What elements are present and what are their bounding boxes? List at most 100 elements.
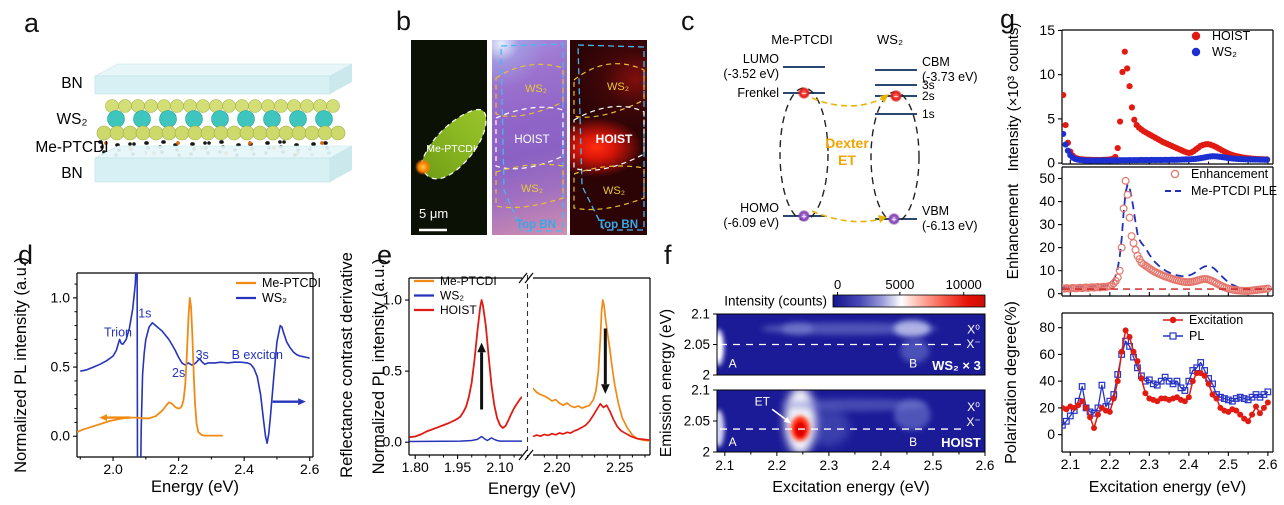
svg-text:2.5: 2.5 bbox=[1219, 456, 1239, 472]
svg-text:2.3: 2.3 bbox=[1140, 456, 1160, 472]
svg-text:2.05: 2.05 bbox=[684, 337, 710, 352]
svg-text:WS₂: WS₂ bbox=[1212, 45, 1237, 59]
ws2-bottom-label: WS₂ bbox=[603, 185, 625, 197]
micrograph-meptcdi: Me-PTCDI 5 μm bbox=[411, 40, 487, 235]
svg-text:0: 0 bbox=[1047, 155, 1055, 171]
flake-shape bbox=[421, 109, 487, 179]
panel-a-schematic: BN WS₂ Me-PTCDI BN bbox=[35, 63, 353, 183]
svg-text:20: 20 bbox=[1039, 399, 1055, 415]
column-header-meptcdi: Me-PTCDI bbox=[771, 32, 832, 47]
svg-text:2.2: 2.2 bbox=[169, 461, 189, 477]
electron-minus: − bbox=[893, 92, 898, 102]
svg-text:0: 0 bbox=[1047, 426, 1055, 442]
cbm-energy: (-3.73 eV) bbox=[922, 70, 978, 84]
1s-label: 1s bbox=[922, 107, 935, 121]
svg-text:Intensity (×10³ counts): Intensity (×10³ counts) bbox=[1005, 23, 1022, 172]
svg-text:2.2: 2.2 bbox=[1100, 456, 1120, 472]
svg-text:2: 2 bbox=[702, 368, 710, 383]
svg-text:B: B bbox=[909, 435, 917, 449]
svg-text:HOIST: HOIST bbox=[941, 435, 981, 450]
svg-text:Emission energy (eV): Emission energy (eV) bbox=[658, 309, 675, 457]
svg-text:40: 40 bbox=[1039, 193, 1055, 209]
svg-text:0.0: 0.0 bbox=[383, 434, 403, 450]
svg-text:80: 80 bbox=[1039, 319, 1055, 335]
column-header-ws2: WS₂ bbox=[877, 32, 903, 47]
svg-text:2.5: 2.5 bbox=[924, 458, 943, 473]
svg-text:Me-PTCDI: Me-PTCDI bbox=[440, 274, 497, 288]
svg-text:Me-PTCDI: Me-PTCDI bbox=[262, 276, 321, 290]
ws2-bottom-outline bbox=[495, 163, 564, 209]
svg-text:10000: 10000 bbox=[946, 277, 982, 292]
svg-text:2.1: 2.1 bbox=[691, 307, 710, 322]
micrograph-meptcdi-overlay: Me-PTCDI 5 μm bbox=[415, 108, 487, 232]
3s-label: 3s bbox=[922, 78, 935, 92]
svg-text:2.10: 2.10 bbox=[486, 459, 513, 475]
panel-c-letter: c bbox=[681, 6, 695, 36]
ws2-bottom-label: WS₂ bbox=[521, 183, 543, 195]
svg-text:X⁰: X⁰ bbox=[967, 400, 980, 414]
svg-text:2.20: 2.20 bbox=[543, 459, 570, 475]
svg-text:2.4: 2.4 bbox=[872, 458, 891, 473]
svg-text:2.4: 2.4 bbox=[234, 461, 254, 477]
et-arrow-top-path bbox=[811, 97, 884, 107]
svg-text:PL: PL bbox=[1189, 329, 1204, 343]
electron-frenkel bbox=[798, 87, 810, 99]
svg-text:1s: 1s bbox=[138, 306, 151, 320]
micrograph-optical: WS₂ HOIST WS₂ Top BN bbox=[492, 40, 567, 235]
hoist-label: HOIST bbox=[596, 132, 633, 146]
svg-text:30: 30 bbox=[1039, 216, 1055, 232]
top-bn-label: Top BN bbox=[516, 219, 556, 231]
svg-text:0.5: 0.5 bbox=[383, 363, 403, 379]
svg-text:15: 15 bbox=[1039, 22, 1055, 38]
svg-text:3s: 3s bbox=[196, 348, 209, 362]
bright-spot bbox=[415, 159, 431, 175]
svg-text:Enhancement: Enhancement bbox=[1005, 183, 1022, 279]
svg-text:Me-PTCDI PLE: Me-PTCDI PLE bbox=[1191, 184, 1277, 198]
electron-minus: − bbox=[801, 89, 806, 99]
micrograph-pl-overlay: WS₂ HOIST WS₂ Top BN bbox=[573, 44, 645, 231]
svg-text:2.2: 2.2 bbox=[767, 458, 786, 473]
svg-text:2s: 2s bbox=[172, 366, 185, 380]
svg-text:Energy (eV): Energy (eV) bbox=[151, 478, 239, 496]
panel-f-ple-heatmap: Intensity (counts) 0 5000 10000 2.1 2.05 2 A B X⁰… bbox=[658, 277, 994, 496]
layer-label-meptcdi: Me-PTCDI bbox=[35, 139, 108, 156]
scale-bar-label: 5 μm bbox=[419, 206, 448, 221]
ws2-bottom-outline bbox=[573, 165, 645, 211]
svg-text:2: 2 bbox=[702, 445, 710, 460]
et-arrow-top-head bbox=[880, 94, 889, 103]
svg-text:Intensity (counts): Intensity (counts) bbox=[724, 294, 827, 309]
layer-label-bn-bottom: BN bbox=[61, 165, 83, 182]
svg-text:2.3: 2.3 bbox=[819, 458, 838, 473]
svg-text:20: 20 bbox=[1039, 239, 1055, 255]
panel-d-pl-reflectance-chart: 2.0 2.2 2.4 2.6 0.0 0.5 1.0 Energy (eV) Normaliz… bbox=[12, 252, 356, 496]
svg-text:B: B bbox=[909, 357, 917, 371]
cbm-label: CBM bbox=[922, 55, 950, 69]
svg-text:HOIST: HOIST bbox=[440, 303, 477, 317]
panel-b-letter: b bbox=[396, 6, 412, 36]
hole-vbm bbox=[888, 213, 900, 225]
dexter-label-line2: ET bbox=[838, 152, 856, 168]
svg-text:2.1: 2.1 bbox=[691, 383, 710, 398]
svg-text:Excitation energy (eV): Excitation energy (eV) bbox=[772, 479, 929, 496]
svg-text:2.1: 2.1 bbox=[715, 458, 734, 473]
homo-label: HOMO bbox=[740, 201, 779, 215]
vbm-energy: (-6.13 eV) bbox=[922, 219, 978, 233]
frenkel-label: Frenkel bbox=[737, 86, 779, 100]
2s-label: 2s bbox=[922, 89, 935, 103]
svg-text:Polarization degree(%): Polarization degree(%) bbox=[1003, 301, 1020, 464]
layer-label-bn-top: BN bbox=[61, 75, 83, 92]
panel-e-pl-chart: 1.80 1.95 2.10 0.0 0.5 1.0 Energy (eV) Normaliz… bbox=[370, 259, 651, 498]
svg-text:1.80: 1.80 bbox=[402, 459, 429, 475]
svg-text:2.4: 2.4 bbox=[1179, 456, 1199, 472]
svg-text:WS₂ × 3: WS₂ × 3 bbox=[932, 358, 981, 373]
exciton-ellipse-right bbox=[870, 91, 920, 223]
svg-text:60: 60 bbox=[1039, 346, 1055, 362]
svg-text:10: 10 bbox=[1039, 262, 1055, 278]
lumo-label: LUMO bbox=[743, 52, 779, 66]
ws2-top-label: WS₂ bbox=[525, 83, 547, 95]
ws2-top-outline bbox=[495, 63, 564, 117]
svg-text:5: 5 bbox=[1047, 110, 1055, 126]
dexter-label-line1: Dexter bbox=[825, 135, 869, 151]
svg-text:Normalized PL intensity (a.u.): Normalized PL intensity (a.u.) bbox=[12, 257, 30, 473]
